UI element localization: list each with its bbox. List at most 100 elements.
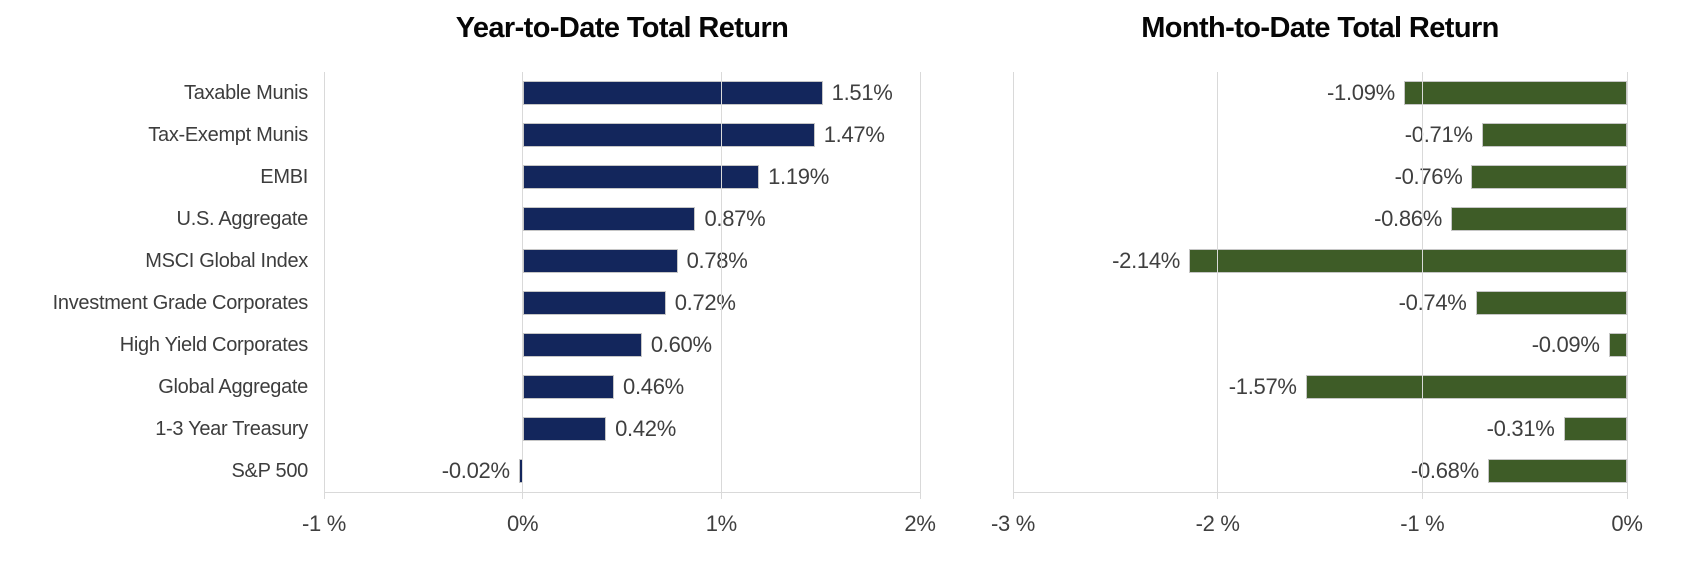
value-label: -1.09% [1327,80,1395,105]
bar-rows-ytd: 1.51% 1.47% 1.19% 0.87% 0.78% 0.72% 0.60% 0.46%… [324,72,920,492]
value-label: 1.47% [823,122,885,147]
category-label: MSCI Global Index [145,250,308,272]
chart-title-ytd: Year-to-Date Total Return [455,12,789,44]
bar [1471,165,1627,189]
category-axis-labels: Taxable Munis Tax-Exempt Munis EMBI U.S. Ag… [0,72,309,492]
bar-row: 0.87% [324,198,920,240]
category-label: 1-3 Year Treasury [155,418,308,440]
x-tick-label: -3 % [990,511,1036,536]
bar [522,333,642,357]
value-label: 0.72% [674,290,736,315]
category-label: Tax-Exempt Munis [148,124,308,146]
category-label: EMBI [260,166,308,188]
value-label: -0.02% [441,458,510,483]
axis-tick-mark [323,492,325,499]
axis-tick-mark [1626,492,1628,499]
gridline [1217,72,1219,492]
value-label: -2.14% [1112,248,1181,273]
bar [1563,417,1627,441]
gridline [323,72,325,492]
bar-row: -0.31% [1013,408,1627,450]
category-label: Global Aggregate [158,376,308,398]
chart-title-mtd: Month-to-Date Total Return [1141,12,1499,44]
bar-row: -0.71% [1013,114,1627,156]
bar-row: 1.19% [324,156,920,198]
gridline [1421,72,1423,492]
x-axis-ticks-mtd: -3 % -2 % -1 % 0% [991,506,1643,542]
category-label: High Yield Corporates [119,334,309,356]
bar [522,291,666,315]
x-tick-label: -1 % [1400,511,1445,536]
value-label: 0.60% [650,332,712,357]
bar [522,417,607,441]
gridline [1012,72,1014,492]
axis-tick-mark [720,492,722,499]
value-label: 1.19% [768,164,829,189]
bar-row: 0.42% [324,408,920,450]
ytd-total-return-chart: Year-to-Date Total Return Taxable Munis T… [0,12,936,542]
bar [1403,81,1627,105]
value-label: 0.46% [623,374,684,399]
value-label: 0.87% [704,206,766,231]
bar-row: -0.02% [324,450,920,492]
bar-row: 1.51% [324,72,920,114]
category-label: Taxable Munis [184,82,308,104]
gridline [720,72,722,492]
bar-row: 0.78% [324,240,920,282]
bar [1608,333,1627,357]
bar [1487,459,1627,483]
bar-row: 0.46% [324,366,920,408]
bar-row: -0.86% [1013,198,1627,240]
x-tick-label: 1% [705,511,738,536]
bar-row: -0.76% [1013,156,1627,198]
bar-rows-mtd: -1.09% -0.71% -0.76% -0.86% -2.14% -0.74% -0.0… [1013,72,1627,492]
x-tick-label: 2% [904,511,936,536]
plot-area-mtd: -1.09% -0.71% -0.76% -0.86% -2.14% -0.74% -0.0… [1012,72,1628,499]
bar-row: 0.72% [324,282,920,324]
value-label: 1.51% [831,80,893,105]
bar [522,81,823,105]
bar [522,375,615,399]
bar-row: -0.09% [1013,324,1627,366]
bar-row: -0.68% [1013,450,1627,492]
axis-tick-mark [1421,492,1423,499]
bar [522,123,815,147]
value-label: -0.71% [1404,122,1473,147]
bar-row: 0.60% [324,324,920,366]
bar [522,249,678,273]
value-label: -1.57% [1228,374,1297,399]
x-tick-label: 0% [1611,511,1643,536]
bar-row: -2.14% [1013,240,1627,282]
category-label: U.S. Aggregate [176,208,309,230]
category-label: S&P 500 [231,460,309,482]
value-label: -0.09% [1531,332,1600,357]
x-tick-label: -1 % [301,511,347,536]
gridline [1626,72,1628,492]
gridline [919,72,921,492]
bar-row: -1.57% [1013,366,1627,408]
bar [1481,123,1627,147]
axis-tick-mark [919,492,921,499]
bar [1189,249,1627,273]
axis-tick-mark [1012,492,1014,499]
value-label: 0.78% [686,248,748,273]
gridline [522,72,524,492]
plot-area-ytd: 1.51% 1.47% 1.19% 0.87% 0.78% 0.72% 0.60% 0.46%… [323,72,921,499]
bar-row: -1.09% [1013,72,1627,114]
mtd-total-return-chart: Month-to-Date Total Return -1.09% -0.71% -… [960,0,1686,562]
bar [1450,207,1627,231]
value-label: 0.42% [615,416,676,441]
bar [522,207,696,231]
category-label: Investment Grade Corporates [52,292,309,314]
bar [522,165,760,189]
bar [1475,291,1627,315]
value-label: -0.74% [1398,290,1467,315]
bar [1305,375,1627,399]
value-label: -0.31% [1486,416,1555,441]
axis-tick-mark [522,492,524,499]
bar-row: -0.74% [1013,282,1627,324]
axis-tick-mark [1217,492,1219,499]
value-label: -0.86% [1374,206,1442,231]
x-axis-ticks-ytd: -1 % 0% 1% 2% [302,506,936,542]
